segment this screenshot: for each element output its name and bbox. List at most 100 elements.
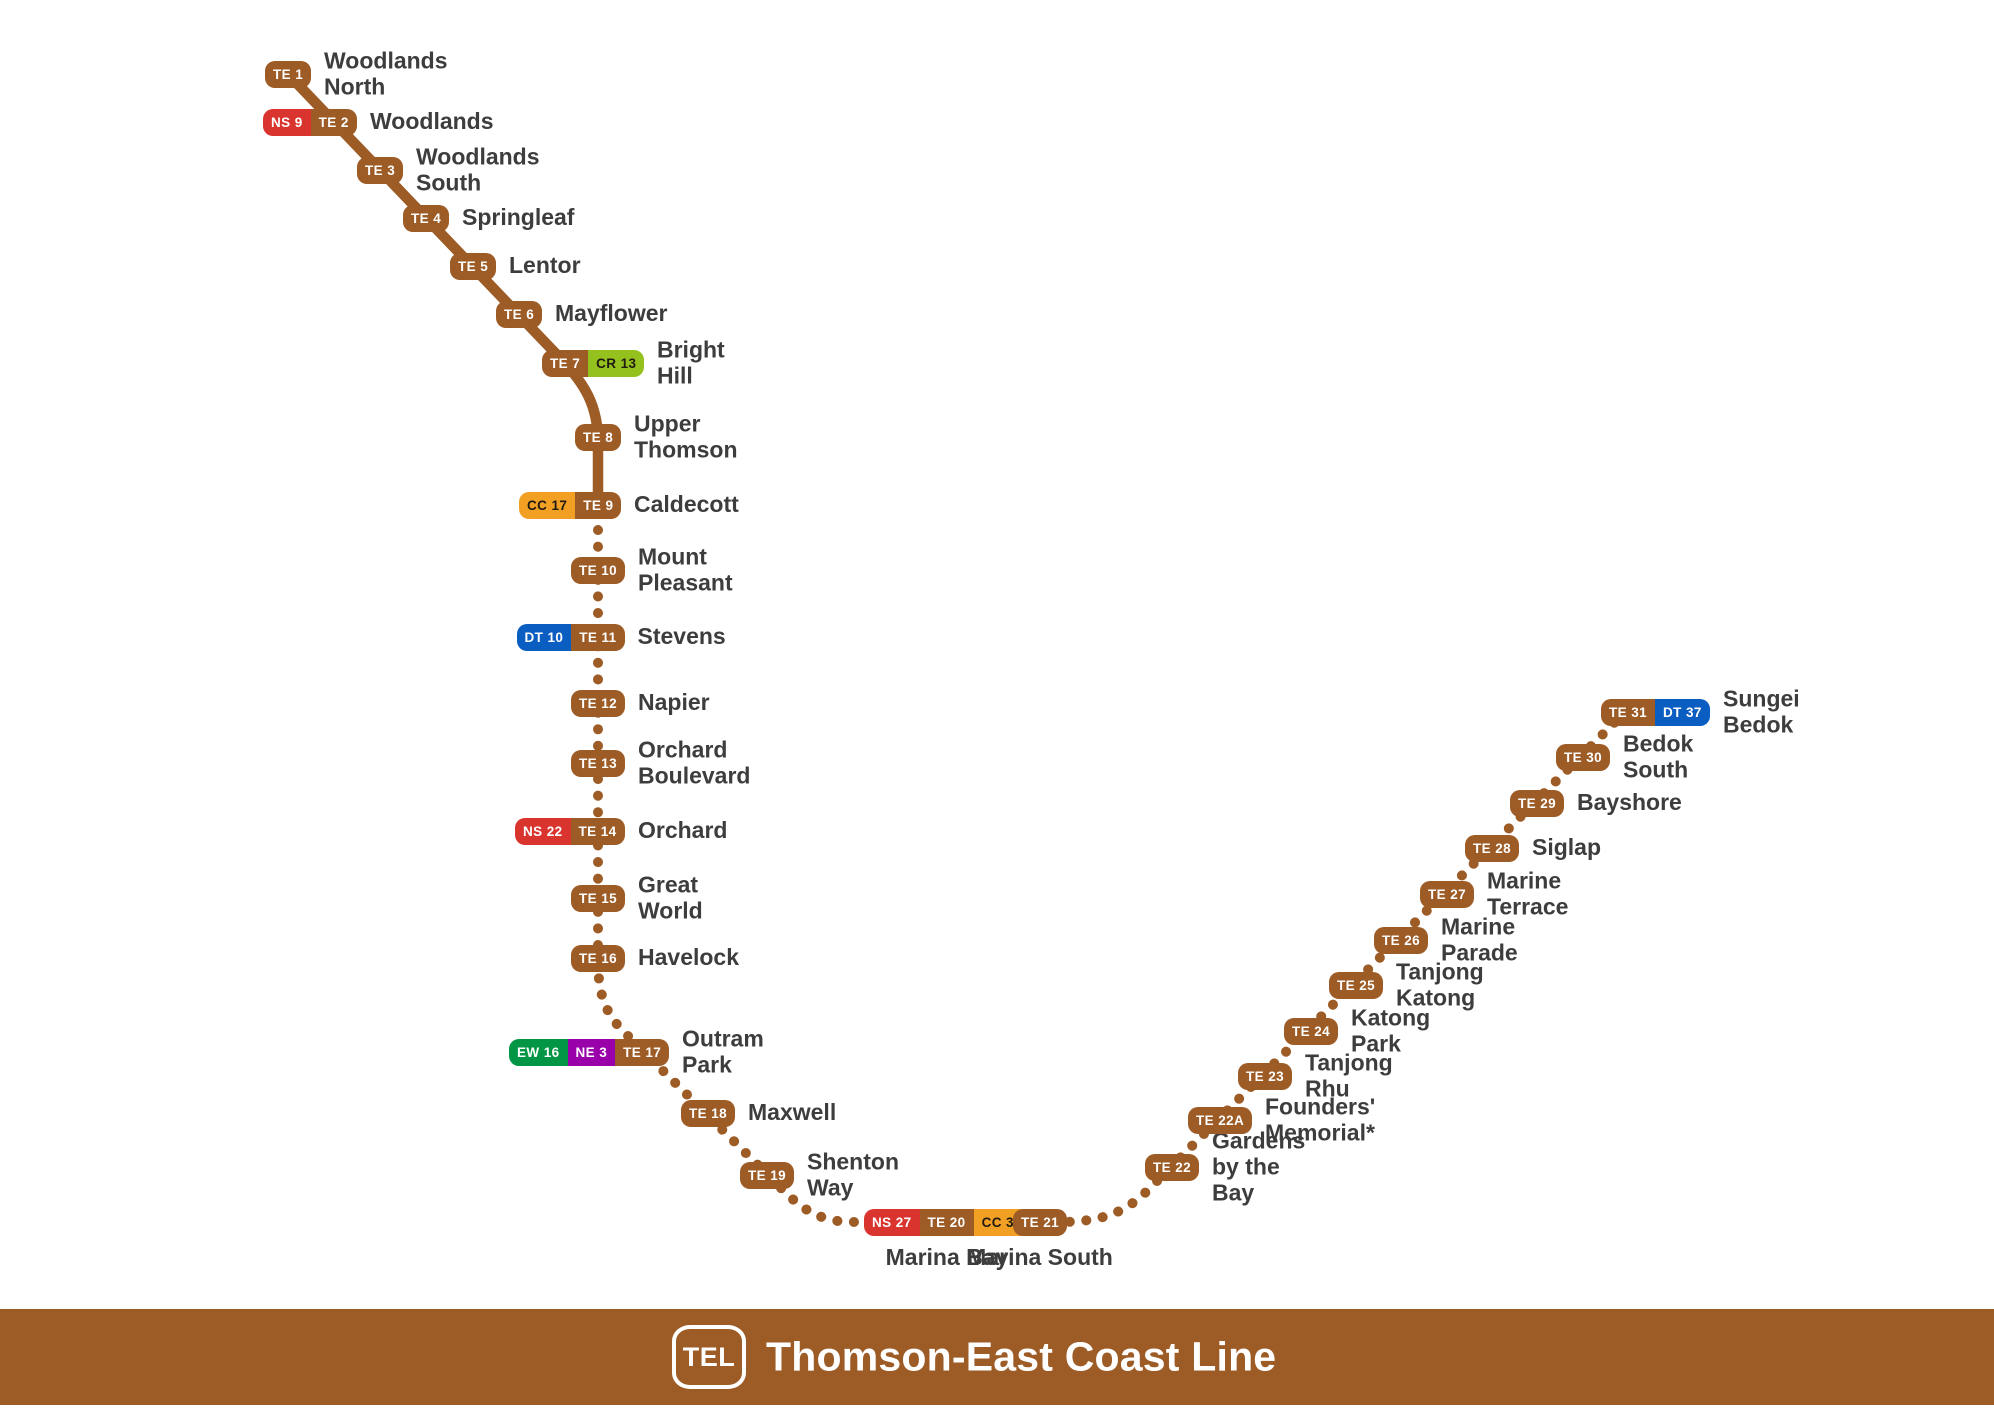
station-code-badges: TE 4 bbox=[403, 204, 450, 232]
station-code-badges: TE 26 bbox=[1374, 926, 1429, 954]
te-line-code-badge: TE 19 bbox=[740, 1161, 795, 1189]
station-code-badges: TE 28 bbox=[1465, 834, 1520, 862]
te-line-code-badge: TE 27 bbox=[1420, 880, 1475, 908]
ew-line-code-badge: EW 16 bbox=[509, 1038, 568, 1066]
station-label: Havelock bbox=[638, 944, 740, 971]
station-code-badges: TE 22 bbox=[1145, 1153, 1200, 1181]
station-katong-park: TE 24 Katong Park bbox=[1284, 1004, 1430, 1056]
te-line-code-badge: TE 10 bbox=[571, 556, 626, 584]
station-code-badges: CC 17 TE 9 bbox=[519, 491, 622, 519]
station-code-badges: TE 12 bbox=[571, 689, 626, 717]
station-label: Upper Thomson bbox=[634, 410, 738, 462]
te-line-code-badge: TE 24 bbox=[1284, 1017, 1339, 1045]
station-code-badges: DT 10 TE 11 bbox=[516, 623, 625, 651]
te-line-code-badge: TE 15 bbox=[571, 884, 626, 912]
station-founders-memorial: TE 22A Founders' Memorial* bbox=[1188, 1093, 1375, 1145]
station-shenton-way: TE 19 Shenton Way bbox=[740, 1148, 899, 1200]
te-line-code-badge: TE 17 bbox=[615, 1038, 670, 1066]
te-line-code-badge: TE 9 bbox=[575, 491, 622, 519]
station-label: Springleaf bbox=[462, 204, 575, 231]
station-marine-parade: TE 26 Marine Parade bbox=[1374, 913, 1518, 965]
station-label: Marine Terrace bbox=[1487, 867, 1569, 919]
station-code-badges: NS 9 TE 2 bbox=[263, 108, 357, 136]
station-orchard-boulevard: TE 13 Orchard Boulevard bbox=[571, 736, 750, 788]
station-bayshore: TE 29 Bayshore bbox=[1510, 789, 1682, 817]
station-code-badges: TE 6 bbox=[496, 300, 543, 328]
te-line-code-badge: TE 12 bbox=[571, 689, 626, 717]
te-line-code-badge: TE 16 bbox=[571, 944, 626, 972]
station-code-badges: TE 1 bbox=[265, 60, 312, 88]
station-bright-hill: TE 7 CR 13 Bright Hill bbox=[542, 336, 725, 388]
station-label: Lentor bbox=[509, 252, 581, 279]
station-code-badges: TE 22A bbox=[1188, 1106, 1253, 1134]
tel-logo-code: TEL bbox=[682, 1341, 736, 1372]
station-code-badges: TE 27 bbox=[1420, 880, 1475, 908]
ns-line-code-badge: NS 27 bbox=[864, 1208, 920, 1236]
cr-line-code-badge: CR 13 bbox=[588, 349, 645, 377]
station-label: Napier bbox=[638, 689, 710, 716]
station-code-badges: TE 24 bbox=[1284, 1017, 1339, 1045]
te-line-code-badge: TE 18 bbox=[681, 1099, 736, 1127]
station-label: Marina South bbox=[967, 1243, 1113, 1270]
station-code-badges: TE 25 bbox=[1329, 971, 1384, 999]
station-label: Tanjong Rhu bbox=[1305, 1049, 1393, 1101]
station-code-badges: NS 27 TE 20 CC 33 bbox=[864, 1208, 1030, 1236]
station-sungei-bedok: TE 31 DT 37 Sungei Bedok bbox=[1601, 685, 1800, 737]
station-woodlands-north: TE 1 Woodlands North bbox=[265, 47, 448, 99]
station-code-badges: TE 19 bbox=[740, 1161, 795, 1189]
line-title-bar: TEL Thomson-East Coast Line bbox=[0, 1309, 1994, 1405]
station-siglap: TE 28 Siglap bbox=[1465, 834, 1601, 862]
station-code-badges: TE 21 bbox=[1013, 1208, 1068, 1236]
ns-line-code-badge: NS 9 bbox=[263, 108, 311, 136]
te-line-code-badge: TE 28 bbox=[1465, 834, 1520, 862]
tel-line-dotted-segment bbox=[593, 525, 1631, 1227]
te-line-code-badge: TE 1 bbox=[265, 60, 312, 88]
te-line-code-badge: TE 14 bbox=[570, 817, 625, 845]
station-label: Outram Park bbox=[682, 1025, 764, 1077]
station-label: Maxwell bbox=[748, 1099, 837, 1126]
station-great-world: TE 15 Great World bbox=[571, 871, 703, 923]
te-line-code-badge: TE 8 bbox=[575, 423, 622, 451]
station-label: Orchard Boulevard bbox=[638, 736, 751, 788]
te-line-code-badge: TE 23 bbox=[1238, 1062, 1293, 1090]
station-label: Woodlands North bbox=[324, 47, 448, 99]
station-havelock: TE 16 Havelock bbox=[571, 944, 739, 972]
station-code-badges: TE 23 bbox=[1238, 1062, 1293, 1090]
station-bedok-south: TE 30 Bedok South bbox=[1556, 730, 1693, 782]
station-springleaf: TE 4 Springleaf bbox=[403, 204, 574, 232]
station-label: Great World bbox=[638, 871, 703, 923]
station-marina-bay: NS 27 TE 20 CC 33 Marina Bay bbox=[864, 1208, 1030, 1269]
station-code-badges: TE 3 bbox=[357, 156, 404, 184]
station-napier: TE 12 Napier bbox=[571, 689, 710, 717]
tel-line-solid-segment bbox=[282, 68, 604, 518]
station-code-badges: TE 8 bbox=[575, 423, 622, 451]
te-line-code-badge: TE 21 bbox=[1013, 1208, 1068, 1236]
station-code-badges: TE 15 bbox=[571, 884, 626, 912]
te-line-code-badge: TE 29 bbox=[1510, 789, 1565, 817]
station-code-badges: TE 10 bbox=[571, 556, 626, 584]
te-line-code-badge: TE 20 bbox=[919, 1208, 974, 1236]
te-line-code-badge: TE 3 bbox=[357, 156, 404, 184]
te-line-code-badge: TE 30 bbox=[1556, 743, 1611, 771]
station-lentor: TE 5 Lentor bbox=[450, 252, 581, 280]
station-upper-thomson: TE 8 Upper Thomson bbox=[575, 410, 738, 462]
te-line-code-badge: TE 22A bbox=[1188, 1106, 1253, 1134]
station-label: Shenton Way bbox=[807, 1148, 899, 1200]
station-label: Founders' Memorial* bbox=[1265, 1093, 1376, 1145]
te-line-code-badge: TE 5 bbox=[450, 252, 497, 280]
station-woodlands: NS 9 TE 2 Woodlands bbox=[263, 108, 494, 136]
dt-line-code-badge: DT 37 bbox=[1655, 698, 1710, 726]
cc-line-code-badge: CC 17 bbox=[519, 491, 576, 519]
station-code-badges: TE 31 DT 37 bbox=[1601, 698, 1710, 726]
station-code-badges: TE 5 bbox=[450, 252, 497, 280]
station-label: Caldecott bbox=[634, 491, 739, 518]
station-code-badges: TE 13 bbox=[571, 749, 626, 777]
station-label: Mount Pleasant bbox=[638, 543, 733, 595]
station-code-badges: TE 29 bbox=[1510, 789, 1565, 817]
station-code-badges: TE 18 bbox=[681, 1099, 736, 1127]
te-line-code-badge: TE 26 bbox=[1374, 926, 1429, 954]
ns-line-code-badge: NS 22 bbox=[515, 817, 571, 845]
station-orchard: NS 22 TE 14 Orchard bbox=[515, 817, 727, 845]
line-title: Thomson-East Coast Line bbox=[766, 1333, 1277, 1380]
station-label: Sungei Bedok bbox=[1723, 685, 1800, 737]
